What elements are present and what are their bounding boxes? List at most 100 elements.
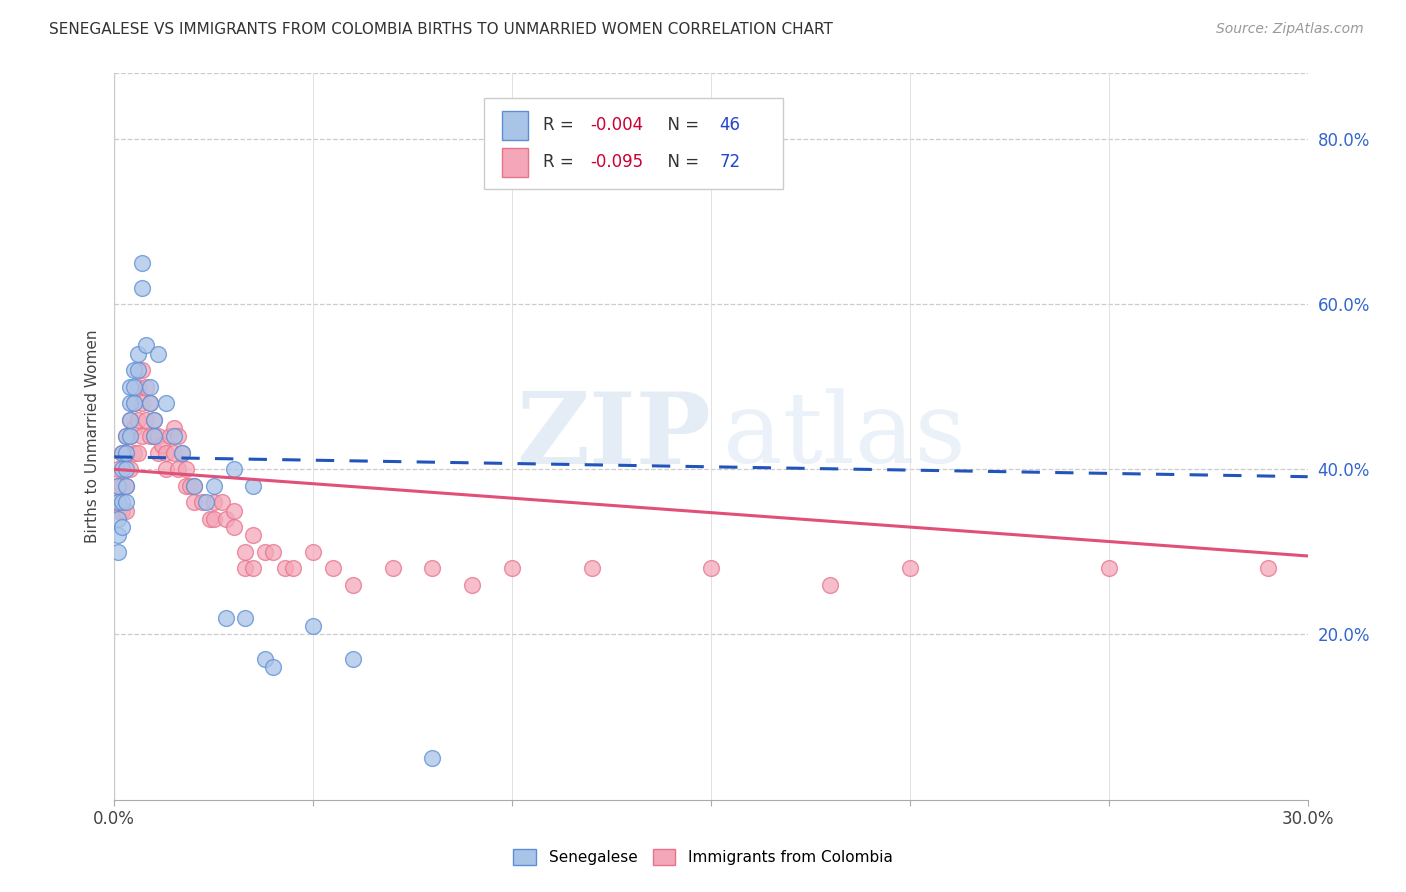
Point bbox=[115, 446, 138, 460]
Point bbox=[262, 545, 284, 559]
Point bbox=[122, 396, 145, 410]
Point bbox=[174, 479, 197, 493]
Point bbox=[120, 413, 142, 427]
Point bbox=[143, 413, 166, 427]
Point bbox=[139, 380, 162, 394]
Point bbox=[302, 545, 325, 559]
Point bbox=[222, 462, 245, 476]
Point bbox=[143, 429, 166, 443]
Point bbox=[127, 413, 149, 427]
Point bbox=[183, 495, 205, 509]
Point bbox=[581, 561, 603, 575]
Y-axis label: Births to Unmarried Women: Births to Unmarried Women bbox=[86, 329, 100, 543]
Point bbox=[131, 429, 153, 443]
Point bbox=[183, 479, 205, 493]
Point bbox=[150, 437, 173, 451]
Point bbox=[107, 545, 129, 559]
Point bbox=[422, 561, 444, 575]
Text: -0.004: -0.004 bbox=[591, 117, 644, 135]
Point bbox=[115, 503, 138, 517]
Point bbox=[163, 446, 186, 460]
Point bbox=[115, 446, 138, 460]
Text: SENEGALESE VS IMMIGRANTS FROM COLOMBIA BIRTHS TO UNMARRIED WOMEN CORRELATION CHA: SENEGALESE VS IMMIGRANTS FROM COLOMBIA B… bbox=[49, 22, 834, 37]
Point bbox=[422, 751, 444, 765]
Point bbox=[135, 338, 157, 352]
Text: 72: 72 bbox=[720, 153, 741, 171]
Point bbox=[122, 446, 145, 460]
Point bbox=[322, 561, 344, 575]
Text: N =: N = bbox=[657, 117, 704, 135]
Point bbox=[155, 462, 177, 476]
Point bbox=[143, 429, 166, 443]
Point bbox=[139, 429, 162, 443]
Point bbox=[127, 363, 149, 377]
Point bbox=[115, 479, 138, 493]
Point bbox=[342, 652, 364, 666]
Point bbox=[1098, 561, 1121, 575]
Text: R =: R = bbox=[543, 117, 579, 135]
Point bbox=[111, 503, 134, 517]
Point bbox=[120, 462, 142, 476]
Point bbox=[179, 479, 201, 493]
Point bbox=[211, 495, 233, 509]
Point bbox=[155, 396, 177, 410]
Point bbox=[262, 660, 284, 674]
Point bbox=[381, 561, 404, 575]
Point bbox=[302, 619, 325, 633]
Point bbox=[461, 578, 484, 592]
Point bbox=[170, 446, 193, 460]
Point bbox=[163, 421, 186, 435]
Point bbox=[122, 380, 145, 394]
Point bbox=[111, 462, 134, 476]
Point bbox=[111, 495, 134, 509]
Text: -0.095: -0.095 bbox=[591, 153, 644, 171]
Point bbox=[111, 446, 134, 460]
Point bbox=[198, 512, 221, 526]
Point bbox=[1257, 561, 1279, 575]
FancyBboxPatch shape bbox=[502, 148, 529, 177]
Text: atlas: atlas bbox=[723, 388, 966, 484]
Point bbox=[501, 561, 523, 575]
Point bbox=[127, 380, 149, 394]
Point bbox=[131, 363, 153, 377]
Point bbox=[107, 495, 129, 509]
Point bbox=[166, 462, 188, 476]
Point bbox=[202, 512, 225, 526]
Legend: Senegalese, Immigrants from Colombia: Senegalese, Immigrants from Colombia bbox=[508, 843, 898, 871]
Point bbox=[143, 413, 166, 427]
Point bbox=[183, 479, 205, 493]
Point bbox=[120, 396, 142, 410]
Point bbox=[122, 363, 145, 377]
Point bbox=[820, 578, 842, 592]
Point bbox=[135, 413, 157, 427]
Point bbox=[115, 462, 138, 476]
Point bbox=[120, 413, 142, 427]
Point bbox=[194, 495, 217, 509]
Point bbox=[107, 479, 129, 493]
Point bbox=[283, 561, 305, 575]
Point bbox=[202, 479, 225, 493]
Point bbox=[242, 561, 264, 575]
Point bbox=[131, 256, 153, 270]
Point bbox=[254, 545, 277, 559]
Point bbox=[115, 479, 138, 493]
Point bbox=[235, 611, 257, 625]
Point bbox=[115, 429, 138, 443]
Point bbox=[107, 495, 129, 509]
Point bbox=[120, 429, 142, 443]
Point bbox=[159, 429, 181, 443]
Point bbox=[190, 495, 212, 509]
Point bbox=[242, 528, 264, 542]
Point bbox=[155, 446, 177, 460]
Text: ZIP: ZIP bbox=[516, 388, 711, 484]
Point bbox=[120, 380, 142, 394]
Point bbox=[342, 578, 364, 592]
Point bbox=[127, 446, 149, 460]
Point bbox=[700, 561, 723, 575]
Text: Source: ZipAtlas.com: Source: ZipAtlas.com bbox=[1216, 22, 1364, 37]
Point bbox=[235, 545, 257, 559]
Point bbox=[115, 495, 138, 509]
Point bbox=[139, 396, 162, 410]
Point bbox=[115, 429, 138, 443]
FancyBboxPatch shape bbox=[484, 98, 783, 189]
